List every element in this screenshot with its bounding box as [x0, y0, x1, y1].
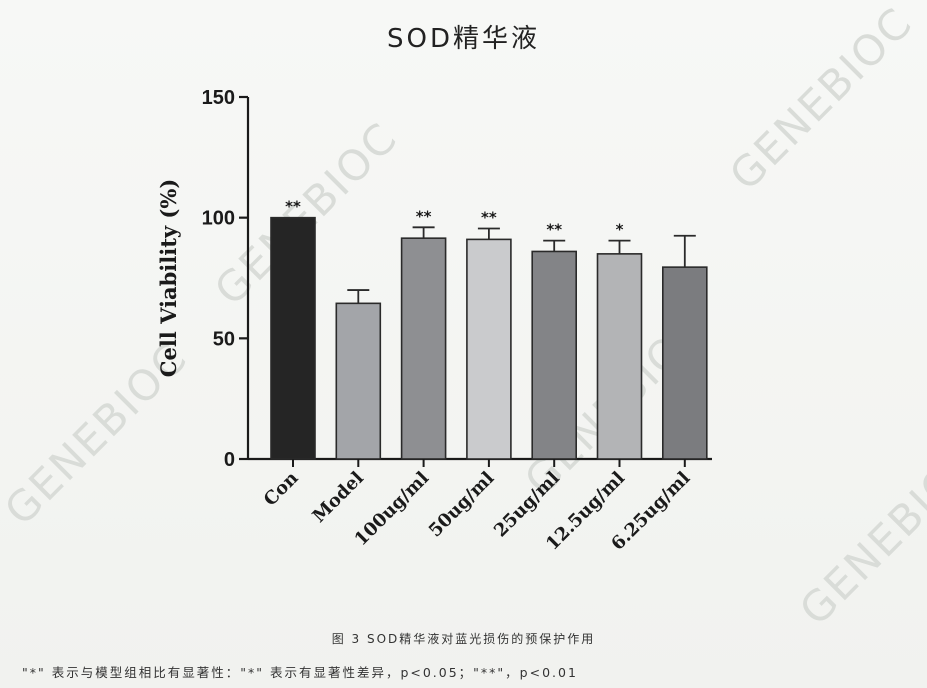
significance-marker: ** — [546, 221, 562, 239]
bar-12.5ug/ml — [596, 253, 643, 460]
bar-6.25ug/ml — [661, 266, 708, 460]
significance-marker: ** — [285, 198, 301, 216]
bar-50ug/ml — [466, 238, 512, 460]
figure-caption: 图 3 SOD精华液对蓝光损伤的预保护作用 — [331, 632, 596, 646]
significance-note: "*" 表示与模型组相比有显著性："*" 表示有显著性差异，p<0.05；"**… — [22, 665, 578, 680]
y-axis-label: Cell Viability (%) — [156, 179, 181, 378]
significance-marker: ** — [481, 209, 497, 227]
significance-marker: ** — [416, 207, 432, 225]
significance-marker: * — [616, 221, 624, 239]
bar-Con — [270, 216, 316, 460]
y-tick-label: 50 — [213, 328, 235, 350]
bar-100ug/ml — [400, 237, 447, 460]
bar-25ug/ml — [531, 250, 578, 460]
x-tick-label: Con — [260, 468, 303, 511]
y-tick-label: 150 — [202, 87, 235, 109]
x-tick-label: Model — [309, 468, 368, 527]
y-tick-label: 100 — [202, 208, 235, 230]
bar-Model — [335, 302, 382, 460]
chart-title: SOD精华液 — [387, 24, 540, 54]
y-tick-label: 0 — [224, 449, 235, 471]
x-tick-label: 50ug/ml — [425, 468, 499, 542]
